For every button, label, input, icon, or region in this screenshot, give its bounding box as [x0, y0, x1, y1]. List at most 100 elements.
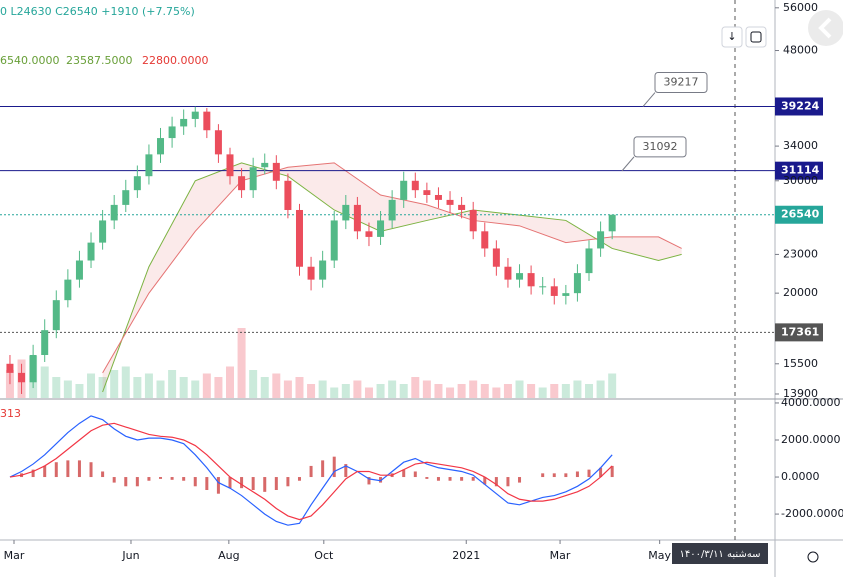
price-level-tag [775, 323, 823, 342]
candle-body [214, 130, 222, 155]
volume-bar [214, 377, 223, 398]
histogram-bar [66, 460, 70, 478]
volume-bar [585, 384, 594, 398]
histogram-bar [321, 460, 325, 478]
macd-line [9, 422, 613, 521]
histogram-bar [101, 471, 105, 478]
back-button[interactable] [808, 10, 843, 46]
candle-body [527, 273, 535, 287]
volume-bar [307, 384, 316, 398]
candle-body [87, 242, 95, 261]
histogram-bar [575, 471, 579, 478]
candle-body [573, 273, 581, 294]
candle-body [400, 180, 408, 200]
callout-text: 31092 [643, 140, 678, 153]
volume-bar [295, 377, 304, 398]
volume-bar [550, 384, 559, 398]
volume-bar [492, 387, 501, 398]
price-level-label: 31114 [781, 164, 820, 177]
y-tick-label: 34000 [783, 139, 818, 152]
candle-body [446, 199, 454, 205]
macd-line [9, 415, 613, 526]
histogram-bar [309, 465, 313, 478]
histogram-bar [251, 477, 255, 490]
y-tick-label: 15500 [783, 357, 818, 370]
histogram-bar [552, 473, 556, 478]
candle-body [608, 214, 616, 232]
x-tick-label: May [648, 549, 671, 562]
candle-body [434, 194, 442, 200]
candle-body [133, 176, 141, 191]
volume-bar [411, 377, 420, 398]
ichimoku-value: 6540.0000 [0, 54, 60, 67]
scroll-down-button[interactable] [721, 26, 743, 48]
histogram-bar [541, 473, 545, 478]
candle-body [29, 354, 37, 383]
candle-body [342, 204, 350, 221]
histogram-bar [564, 473, 568, 478]
x-tick-label: Oct [314, 549, 334, 562]
macd-legend: 313 [0, 407, 21, 420]
candle-body [597, 231, 605, 249]
candle-body [307, 266, 315, 280]
volume-bar [179, 377, 188, 398]
histogram-bar [367, 477, 371, 485]
reset-button[interactable] [745, 26, 767, 48]
volume-bar [446, 387, 455, 398]
volume-bar [399, 384, 408, 398]
candle-body [330, 220, 338, 261]
price-level-tag [775, 161, 823, 180]
volume-bar [503, 384, 512, 398]
histogram-bar [193, 477, 197, 487]
candle-body [295, 209, 303, 267]
histogram-bar [332, 456, 336, 478]
volume-bar [63, 380, 72, 398]
histogram-bar [147, 477, 151, 481]
histogram-bar [413, 471, 417, 478]
histogram-bar [170, 477, 174, 480]
y-tick-label: 0.0000 [781, 470, 820, 483]
candle-body [284, 180, 292, 210]
volume-bar [110, 370, 119, 398]
candle-body [122, 190, 130, 205]
volume-bar [596, 380, 605, 398]
y-tick-label: 56000 [783, 1, 818, 14]
volume-bar [376, 384, 385, 398]
volume-bar [422, 380, 431, 398]
histogram-bar [506, 477, 510, 487]
settings-icon[interactable] [807, 551, 819, 563]
y-tick-label: 23000 [783, 247, 818, 260]
candle-body [492, 248, 500, 267]
volume-bar [527, 384, 536, 398]
price-level-tag [775, 97, 823, 116]
histogram-bar [182, 477, 186, 481]
callout-pointer [642, 92, 656, 107]
histogram-bar [610, 465, 614, 478]
price-level-label: 39224 [781, 99, 820, 112]
volume-bar [341, 384, 350, 398]
volume-bar [330, 387, 339, 398]
volume-bar [388, 380, 397, 398]
histogram-bar [274, 477, 278, 490]
candle-body [261, 162, 269, 168]
x-tick-label: 2021 [452, 549, 480, 562]
span-a [102, 162, 682, 393]
candle-body [365, 231, 373, 237]
volume-bar [75, 384, 84, 398]
callout-box [633, 136, 687, 158]
volume-bar [225, 366, 234, 398]
histogram-bar [31, 469, 35, 478]
candle-body [585, 248, 593, 274]
crosshair-date: سه‌شنبه ۱۴۰۰/۳/۱۱ [679, 549, 760, 560]
candle-body [52, 300, 60, 331]
candle-body [388, 199, 396, 221]
y-tick-label: 48000 [783, 44, 818, 57]
histogram-bar [402, 469, 406, 478]
histogram-bar [344, 464, 348, 478]
volume-bar [480, 384, 489, 398]
histogram-bar [494, 477, 498, 487]
volume-bar [573, 380, 582, 398]
candle-body [481, 231, 489, 249]
volume-bar [469, 380, 478, 398]
